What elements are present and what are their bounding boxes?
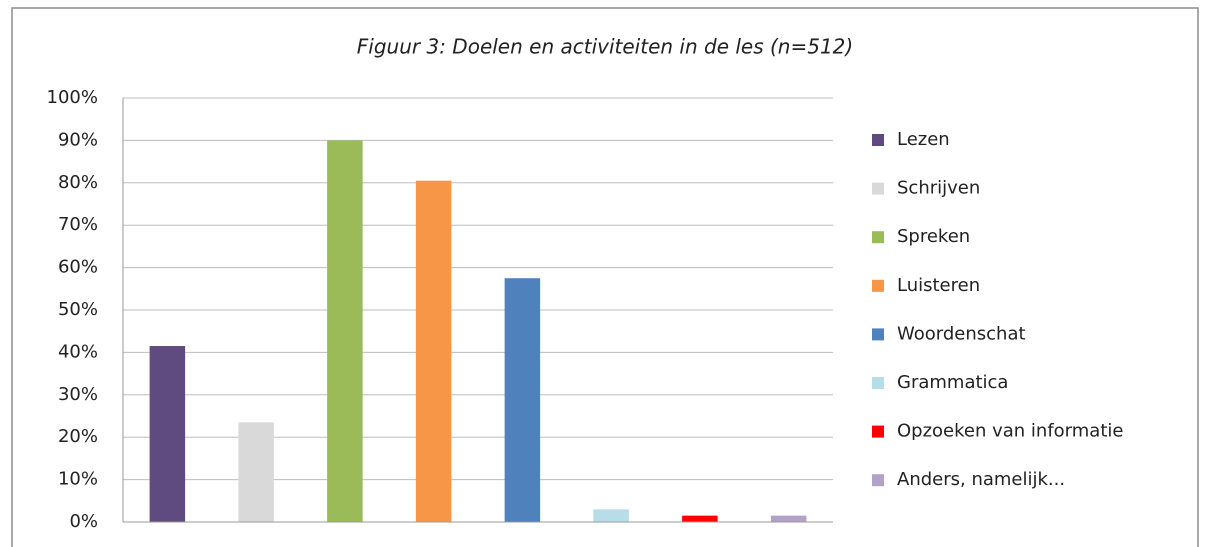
bar: [770, 515, 807, 522]
legend-swatch: [872, 182, 884, 195]
bar: [238, 422, 274, 522]
legend-swatch: [872, 231, 884, 244]
legend-label: Opzoeken van informatie: [897, 421, 1123, 442]
y-tick-label: 100%: [47, 87, 98, 108]
y-tick-label: 10%: [58, 469, 98, 490]
bar: [149, 346, 186, 522]
y-tick-label: 70%: [58, 214, 98, 235]
legend-label: Schrijven: [897, 178, 980, 199]
bar: [327, 140, 363, 522]
y-tick-label: 60%: [58, 257, 98, 278]
legend-swatch: [872, 328, 884, 341]
y-tick-label: 90%: [58, 129, 98, 150]
y-tick-label: 20%: [58, 426, 98, 447]
y-tick-label: 80%: [58, 172, 98, 193]
bar: [593, 509, 629, 522]
y-tick-label: 0%: [69, 511, 98, 532]
legend-swatch: [872, 279, 884, 292]
chart-title: Figuur 3: Doelen en activiteiten in de l…: [357, 35, 853, 59]
legend-swatch: [872, 377, 884, 389]
legend-label: Lezen: [897, 129, 950, 150]
y-tick-label: 30%: [58, 384, 98, 405]
legend-swatch: [872, 425, 884, 438]
y-tick-label: 40%: [58, 341, 98, 362]
legend-label: Luisteren: [897, 275, 980, 296]
legend-label: Anders, namelijk...: [897, 469, 1065, 490]
bar: [504, 278, 541, 522]
bar: [682, 515, 718, 522]
y-tick-label: 50%: [58, 299, 98, 320]
legend-label: Woordenschat: [897, 323, 1026, 344]
chart-frame: [11, 7, 1199, 547]
legend-label: Grammatica: [897, 372, 1008, 393]
legend-label: Spreken: [897, 226, 970, 247]
legend-swatch: [872, 474, 884, 487]
legend-swatch: [872, 134, 884, 146]
bar: [415, 180, 452, 522]
